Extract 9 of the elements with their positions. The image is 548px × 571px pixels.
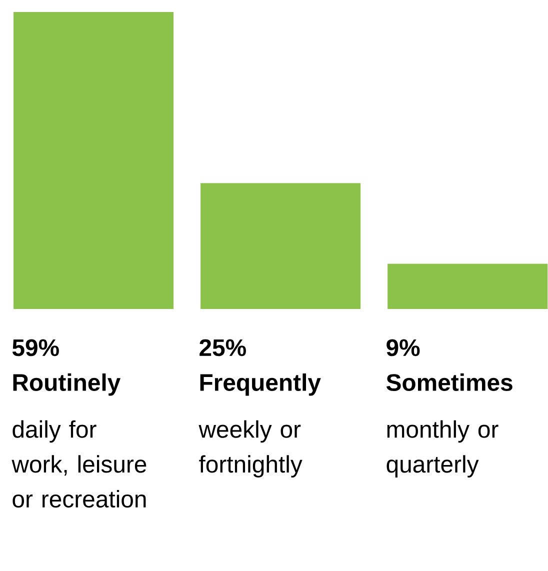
text: monthly or quarterly — [386, 420, 498, 478]
data-label: 59% — [12, 339, 59, 356]
x-tick-label: Frequently — [200, 373, 321, 396]
x-tick-label: Sometimes — [386, 373, 512, 391]
text: daily for work, leisure or recreation — [12, 420, 146, 508]
x-tick-label: Routinely — [13, 373, 121, 396]
data-label: 9% — [386, 339, 420, 356]
data-label: 25% — [200, 339, 246, 356]
text: weekly or fortnightly — [198, 420, 302, 478]
